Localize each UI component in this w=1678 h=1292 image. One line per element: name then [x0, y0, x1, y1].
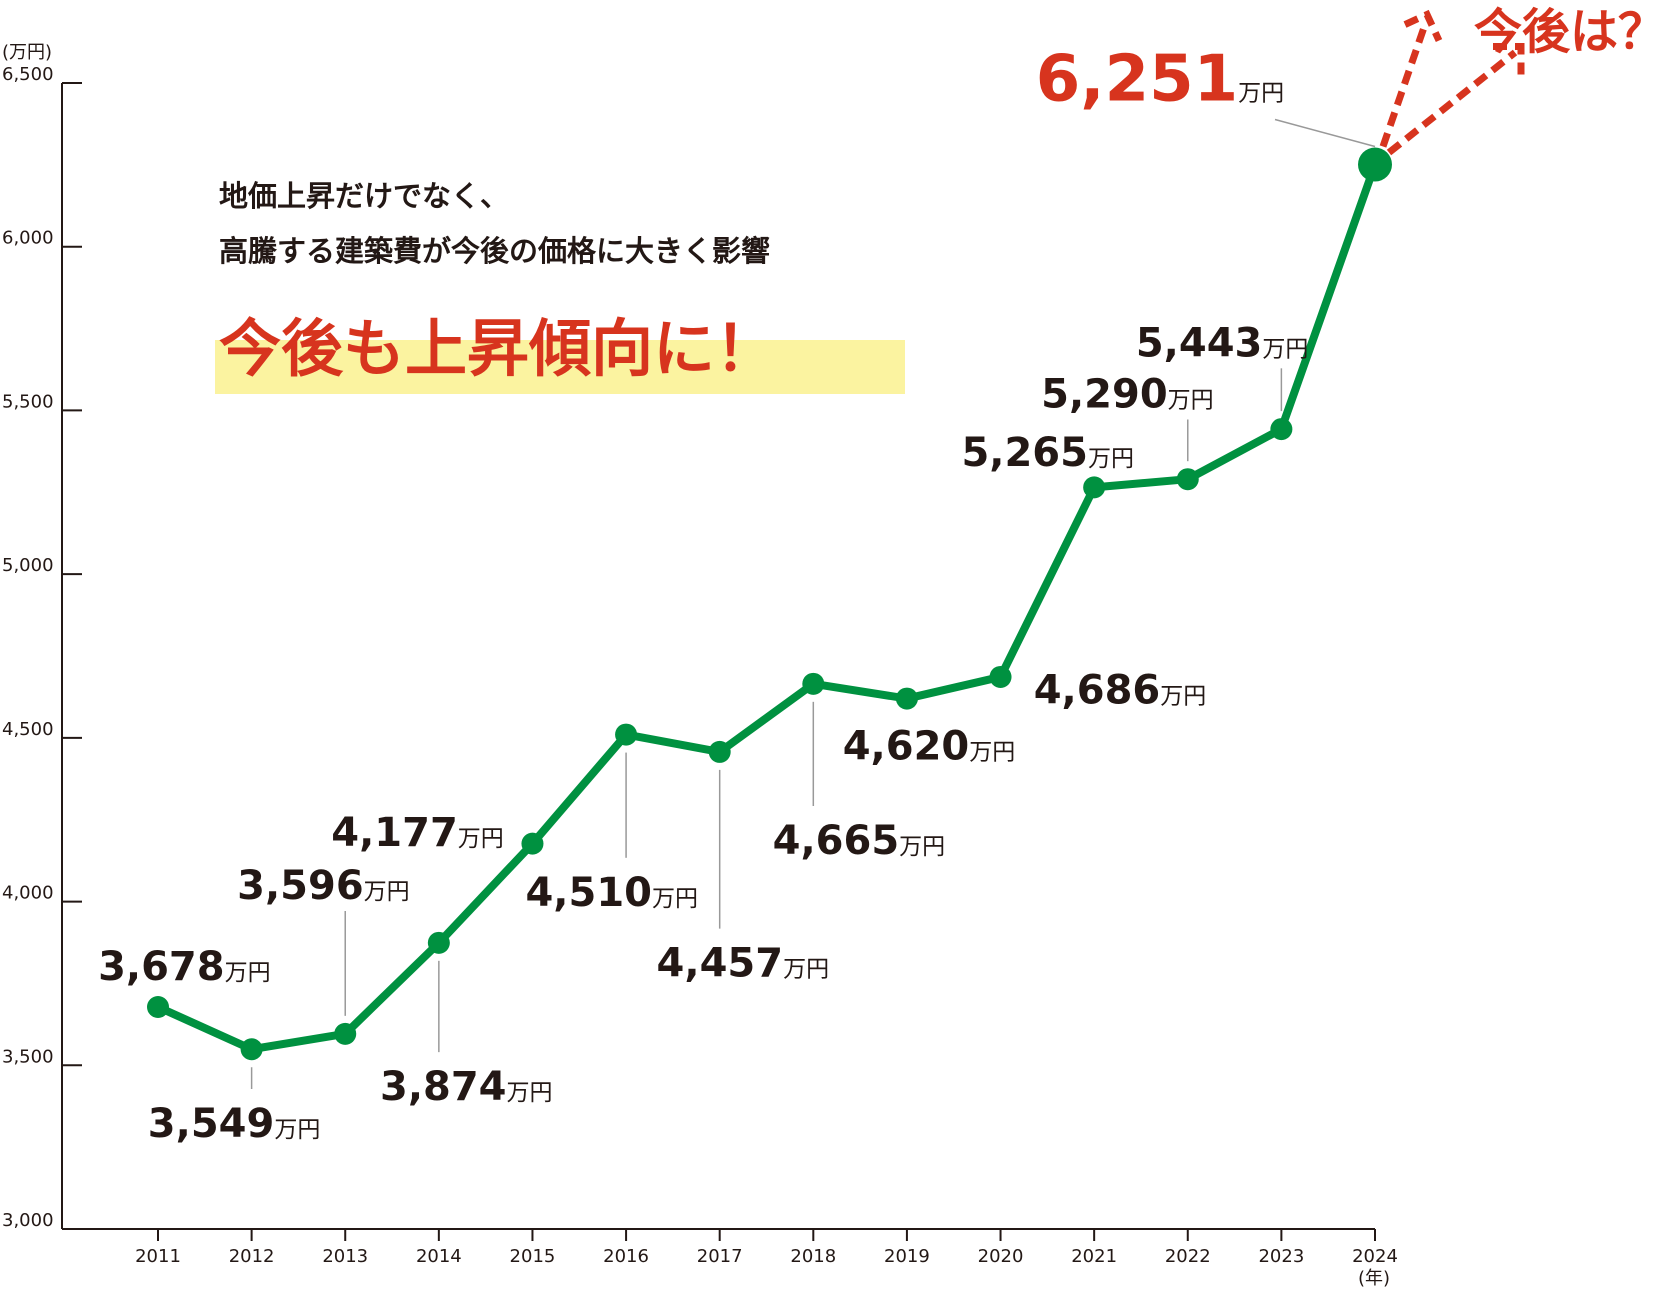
y-tick-label: 6,500 — [2, 64, 54, 85]
point — [895, 687, 918, 710]
value-label: 5,290万円 — [1041, 371, 1214, 417]
value: 4,510 — [525, 870, 652, 916]
value: 3,678 — [98, 944, 225, 990]
y-tick-label: 4,000 — [2, 883, 54, 904]
value-label: 4,686万円 — [1034, 668, 1207, 714]
annotation: 地価上昇だけでなく、 — [219, 179, 509, 213]
point — [615, 723, 638, 746]
value: 4,620 — [843, 724, 970, 770]
value-label: 4,510万円 — [525, 870, 698, 916]
point — [240, 1038, 263, 1061]
x-tick-label: 2013 — [322, 1246, 368, 1267]
value-label: 6,251万円 — [1036, 42, 1284, 116]
value-label: 5,265万円 — [961, 430, 1134, 476]
y-tick-label: 5,000 — [2, 555, 54, 576]
unit: 万円 — [1160, 684, 1206, 710]
value-label: 4,665万円 — [773, 818, 946, 864]
value: 3,874 — [380, 1064, 507, 1110]
x-tick-label: 2012 — [229, 1246, 275, 1267]
point — [1083, 476, 1106, 499]
unit: 万円 — [458, 826, 504, 852]
arrow — [1379, 9, 1525, 156]
x-tick-label: 2020 — [978, 1246, 1024, 1267]
value-label: 4,457万円 — [657, 941, 830, 987]
value: 4,665 — [773, 818, 900, 864]
x-tick-label: 2016 — [603, 1246, 649, 1267]
unit: 万円 — [1238, 80, 1284, 106]
value: 5,443 — [1136, 320, 1263, 366]
value-label: 4,177万円 — [331, 810, 504, 856]
unit: 万円 — [1168, 387, 1214, 413]
unit: 万円 — [274, 1117, 320, 1143]
unit: 万円 — [507, 1080, 553, 1106]
x-axis-label: (年) — [1358, 1268, 1390, 1289]
point — [989, 665, 1012, 688]
value: 4,457 — [657, 941, 784, 987]
unit: 万円 — [1262, 336, 1308, 362]
value-label: 3,549万円 — [148, 1101, 321, 1147]
value-label: 3,678万円 — [98, 944, 271, 990]
point — [521, 832, 544, 855]
unit: 万円 — [364, 879, 410, 905]
y-tick-label: 3,500 — [2, 1046, 54, 1067]
value-label: 5,443万円 — [1136, 320, 1309, 366]
point — [147, 996, 169, 1019]
unit: 万円 — [969, 740, 1015, 766]
value-label: 3,874万円 — [380, 1064, 553, 1110]
x-tick-label: 2014 — [416, 1246, 462, 1267]
value: 3,549 — [148, 1101, 275, 1147]
y-axis-label: (万円) — [2, 42, 52, 63]
annotation: 高騰する建築費が今後の価格に大きく影響 — [219, 234, 770, 268]
unit: 万円 — [1088, 446, 1134, 472]
x-tick-label: 2021 — [1071, 1246, 1117, 1267]
point — [708, 740, 731, 763]
value: 4,686 — [1034, 668, 1161, 714]
x-tick-label: 2017 — [697, 1246, 743, 1267]
point — [1358, 147, 1392, 182]
headline: 今後も上昇傾向に！ — [219, 312, 777, 385]
x-tick-label: 2022 — [1165, 1246, 1211, 1267]
value: 3,596 — [237, 863, 364, 909]
x-tick-label: 2019 — [884, 1246, 930, 1267]
leader — [1274, 118, 1376, 148]
x-tick-label: 2023 — [1258, 1246, 1304, 1267]
x-tick-label: 2015 — [510, 1246, 556, 1267]
series-line — [156, 163, 1379, 1054]
unit: 万円 — [783, 957, 829, 983]
value: 6,251 — [1036, 42, 1238, 116]
value-label: 4,620万円 — [843, 724, 1016, 770]
y-tick-label: 4,500 — [2, 719, 54, 740]
x-tick-label: 2024 — [1352, 1246, 1398, 1267]
point — [1270, 418, 1293, 441]
point — [802, 672, 825, 695]
point — [334, 1022, 357, 1045]
value: 5,290 — [1041, 371, 1168, 417]
point — [427, 931, 450, 954]
y-tick-label: 3,000 — [2, 1210, 54, 1231]
value: 4,177 — [331, 810, 458, 856]
unit: 万円 — [652, 886, 698, 912]
y-tick-label: 6,000 — [2, 228, 54, 249]
highlight — [215, 340, 905, 394]
y-tick-label: 5,500 — [2, 391, 54, 412]
unit: 万円 — [225, 960, 271, 986]
x-tick-label: 2018 — [790, 1246, 836, 1267]
x-tick-label: 2011 — [135, 1246, 181, 1267]
unit: 万円 — [899, 834, 945, 860]
future-label: 今後は？ — [1474, 4, 1666, 60]
value-label: 3,596万円 — [237, 863, 410, 909]
point — [1176, 468, 1199, 491]
value: 5,265 — [961, 430, 1088, 476]
